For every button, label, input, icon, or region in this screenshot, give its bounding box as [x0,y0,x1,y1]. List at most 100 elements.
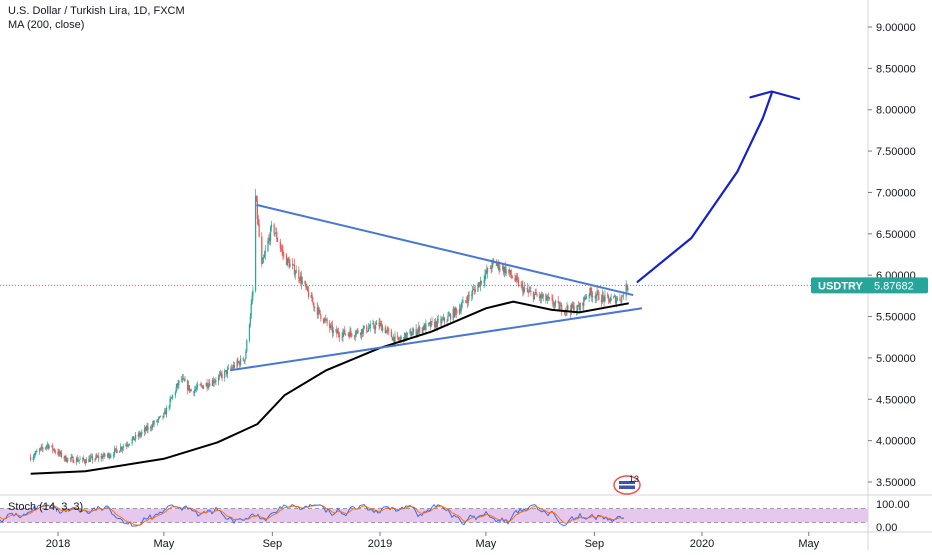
candle-body [446,320,448,322]
candle-body [563,312,565,314]
candle-body [89,458,91,462]
projection-line[interactable] [636,92,773,283]
candle-body [114,448,116,450]
candle-body [181,377,183,380]
candle-body [554,300,557,304]
candle-body [75,458,78,463]
event-badge-layer[interactable]: 13 [613,474,641,495]
candle-body [583,297,585,307]
trendline-upper[interactable] [256,203,634,297]
candle-body [485,270,487,275]
candle-body [101,455,103,459]
candle-body [283,254,285,256]
projection-arrow-head[interactable] [749,90,801,101]
stoch-d-line [0,504,625,526]
candle-body [454,307,456,317]
candle-body [522,285,524,293]
candle-body [230,367,232,369]
candle-body [78,460,80,461]
candle-body [121,448,123,450]
candle-body [614,296,616,298]
candle-body [540,294,543,299]
ma-legend: MA (200, close) [8,19,85,31]
candle-body [529,291,531,292]
candle-body [279,241,281,249]
candle-body [342,332,344,338]
candle-body [437,319,439,320]
price-tag-bg [811,277,928,294]
projection-layer[interactable] [636,90,801,283]
price-tick-label: 5.50000 [876,312,916,324]
time-tick-label: 2020 [690,538,714,550]
candle-body [202,386,205,389]
candle-body [435,321,438,327]
candle-body [109,456,111,458]
candle-body [248,324,251,341]
candle-body [514,278,516,281]
candle-body [314,307,316,308]
candle-body [97,456,100,459]
candle-body [523,288,525,293]
candle-body [70,456,72,459]
candle-body [602,294,604,298]
candle-body [622,295,624,297]
candle-body [323,318,326,323]
candle-body [553,304,555,306]
candle-body [307,286,309,292]
time-tick-label: 2018 [46,538,70,550]
candle-body [388,329,390,331]
candle-body [47,444,49,449]
candle-body [256,201,258,219]
candle-body [561,305,563,313]
price-axis[interactable]: 9.00000 8.50000 8.00000 7.50000 7.00000 6.500… [867,0,916,550]
trendline-layer[interactable] [229,203,643,372]
candle-body [329,323,331,328]
candle-body [82,457,85,460]
candle-body [372,323,374,325]
candles-group [30,189,629,466]
candle-body [592,295,594,298]
candle-body [541,296,543,299]
trendline-lower[interactable] [229,307,643,372]
candle-body [91,456,94,461]
candle-body [567,305,569,310]
candle-body [38,449,41,452]
candle-body [177,383,179,386]
candle-body [242,358,244,361]
candle-body [95,455,97,459]
candle-body [566,305,568,311]
candle-body [252,290,254,296]
candle-body [455,307,457,310]
candle-body [115,448,117,450]
candle-body [610,297,612,301]
candle-body [589,288,591,295]
candle-body [524,287,526,289]
candle-body [502,266,505,273]
candle-body [456,309,458,314]
candle-body [495,261,498,266]
candle-body [533,294,535,300]
candle-body [176,383,178,388]
candle-body [461,303,463,308]
time-tick-label: May [798,538,819,550]
candle-body [184,380,186,382]
candle-body [189,389,191,392]
candle-body [398,339,401,341]
candle-body [579,302,581,310]
candle-body [390,330,393,338]
candle-body [448,315,450,317]
candle-body [195,387,198,389]
candle-body [106,455,109,457]
candle-body [165,407,168,415]
candle-body [608,298,610,303]
time-axis[interactable]: 2018 May Sep 2019 May Sep 2020 May [0,531,932,550]
candle-body [348,334,350,338]
candle-body [380,322,382,324]
candle-body [138,433,140,437]
candle-body [72,456,74,463]
candle-body [417,329,419,333]
candle-body [54,451,56,453]
candle-body [140,433,142,436]
